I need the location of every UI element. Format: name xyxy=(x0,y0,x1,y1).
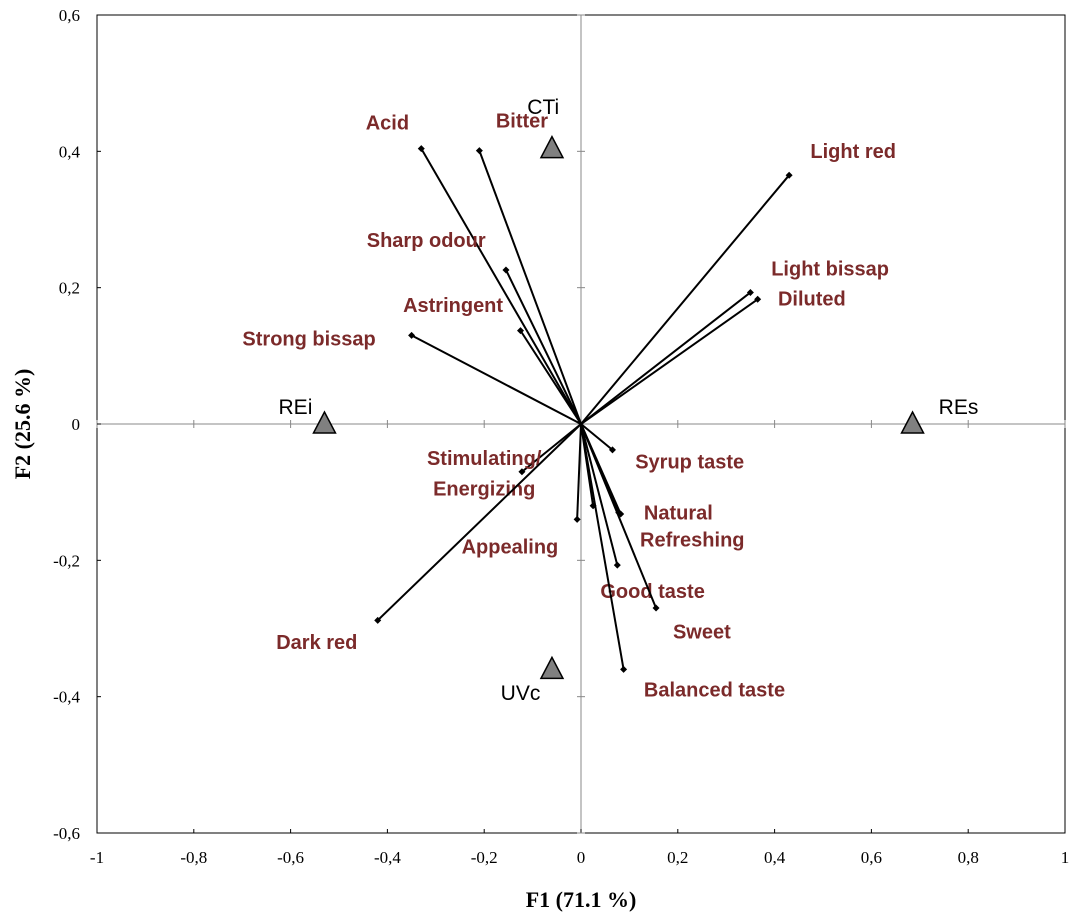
attribute-label: Syrup taste xyxy=(635,451,744,473)
attribute-point xyxy=(653,605,660,612)
attribute-label: Sweet xyxy=(673,622,731,644)
attribute-label: Astringent xyxy=(403,295,503,317)
attribute-point xyxy=(574,516,581,523)
x-tick-label: 0 xyxy=(577,848,586,867)
x-tick-label: 1 xyxy=(1061,848,1069,867)
attribute-label: Sharp odour xyxy=(367,230,486,252)
attribute-point xyxy=(620,666,627,673)
product-label: UVc xyxy=(501,682,541,705)
x-tick-label: -0,8 xyxy=(180,848,207,867)
product-marker xyxy=(313,412,335,433)
attribute-label: Appealing xyxy=(462,537,559,559)
attribute-vector xyxy=(577,424,581,519)
x-tick-label: 0,6 xyxy=(861,848,882,867)
attribute-label: Strong bissap xyxy=(242,329,375,351)
attribute-point xyxy=(502,266,509,273)
attribute-point xyxy=(476,147,483,154)
attribute-label: Light bissap xyxy=(771,258,889,280)
attribute-label: Balanced taste xyxy=(644,680,785,702)
ticks-group: -1 -0,8 -0,6 -0,4 -0,2 0 0,2 0,4 0,6 0,8 1 -0,6 -0,4… xyxy=(53,6,1069,867)
attribute-label: Dark red xyxy=(276,632,357,654)
attribute-vector xyxy=(581,424,624,669)
x-tick-label: -1 xyxy=(90,848,104,867)
x-tick-label: -0,2 xyxy=(471,848,498,867)
attribute-label: Natural xyxy=(644,502,713,524)
product-marker xyxy=(902,412,924,433)
product-label: CTi xyxy=(527,96,559,119)
x-tick-label: -0,6 xyxy=(277,848,304,867)
y-tick-label: 0,6 xyxy=(59,6,80,25)
attribute-label: Diluted xyxy=(778,288,846,310)
attribute-point xyxy=(614,562,621,569)
attribute-vector xyxy=(581,292,750,424)
x-tick-label: 0,2 xyxy=(667,848,688,867)
attribute-point xyxy=(408,332,415,339)
product-marker xyxy=(541,657,563,678)
y-tick-label: -0,6 xyxy=(53,824,80,843)
x-axis-title: F1 (71.1 %) xyxy=(526,887,637,912)
attribute-vector xyxy=(506,270,581,424)
x-tick-label: 0,8 xyxy=(958,848,979,867)
attribute-label: Acid xyxy=(366,113,409,135)
y-tick-label: 0 xyxy=(72,415,81,434)
x-tick-label: 0,4 xyxy=(764,848,786,867)
product-label: REs xyxy=(939,396,979,419)
x-tick-label: -0,4 xyxy=(374,848,401,867)
attribute-vector xyxy=(479,151,581,424)
attribute-label: Refreshing xyxy=(640,530,744,552)
attribute-label: Light red xyxy=(810,141,896,163)
y-tick-label: 0,4 xyxy=(59,142,81,161)
y-axis-title: F2 (25.6 %) xyxy=(10,369,35,480)
y-tick-label: -0,4 xyxy=(53,688,80,707)
y-tick-label: -0,2 xyxy=(53,551,80,570)
attribute-label: Stimulating/ xyxy=(427,448,542,470)
y-tick-label: 0,2 xyxy=(59,279,80,298)
product-marker xyxy=(541,137,563,158)
product-label: REi xyxy=(279,396,313,419)
